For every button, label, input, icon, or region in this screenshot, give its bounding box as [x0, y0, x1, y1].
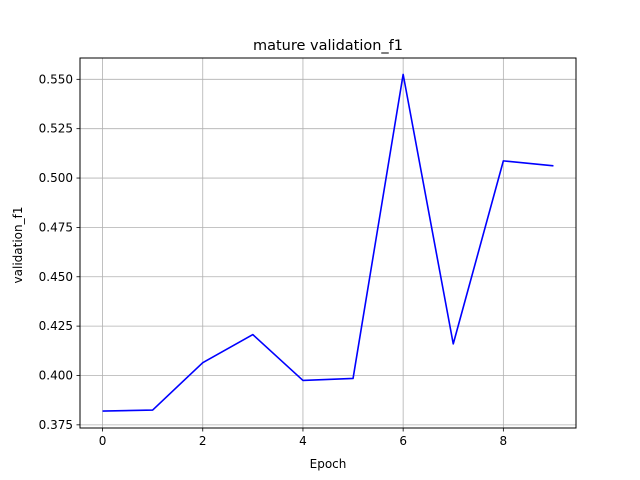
- x-tick-label: 4: [299, 434, 307, 448]
- grid-lines: [80, 58, 576, 428]
- y-tick-label: 0.375: [39, 418, 73, 432]
- y-tick-label: 0.550: [39, 72, 73, 86]
- x-tick-label: 6: [399, 434, 407, 448]
- x-tick-label: 0: [99, 434, 107, 448]
- y-axis-label: validation_f1: [11, 207, 25, 284]
- y-tick-label: 0.475: [39, 220, 73, 234]
- y-tick-label: 0.450: [39, 270, 73, 284]
- series-line: [102, 73, 554, 412]
- y-tick-label: 0.500: [39, 171, 73, 185]
- axis-ticks: 0 2 4 6 8 0.375 0.400 0.425 0.450 0.475 0.500 0.525…: [39, 72, 508, 448]
- y-tick-label: 0.425: [39, 319, 73, 333]
- chart-title: mature validation_f1: [253, 38, 403, 54]
- y-tick-label: 0.525: [39, 122, 73, 136]
- x-tick-label: 8: [500, 434, 508, 448]
- plot-frame: [79, 57, 577, 429]
- data-series: [102, 73, 554, 412]
- y-tick-label: 0.400: [39, 368, 73, 382]
- x-axis-label: Epoch: [310, 457, 347, 471]
- x-tick-label: 2: [199, 434, 207, 448]
